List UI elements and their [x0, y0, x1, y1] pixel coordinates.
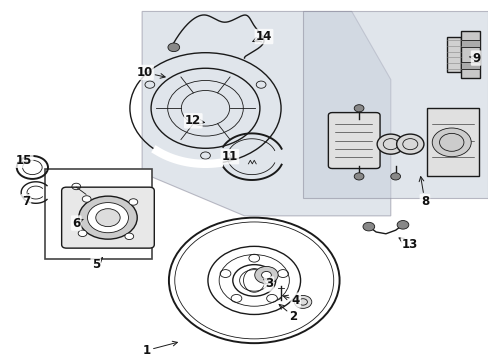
- Circle shape: [167, 43, 179, 51]
- Bar: [461, 62, 479, 69]
- Circle shape: [396, 221, 408, 229]
- Text: 13: 13: [398, 238, 418, 251]
- Circle shape: [129, 199, 138, 205]
- Text: 11: 11: [221, 150, 238, 163]
- Circle shape: [294, 296, 311, 309]
- Text: 4: 4: [283, 294, 299, 307]
- Text: 2: 2: [279, 305, 297, 323]
- FancyBboxPatch shape: [328, 113, 379, 168]
- Text: 10: 10: [136, 66, 165, 79]
- Circle shape: [254, 266, 278, 284]
- Text: 5: 5: [91, 258, 102, 271]
- Text: 12: 12: [185, 114, 204, 127]
- Circle shape: [353, 105, 363, 112]
- FancyBboxPatch shape: [61, 187, 154, 248]
- Text: 7: 7: [22, 193, 30, 208]
- Circle shape: [261, 271, 271, 279]
- Text: 8: 8: [418, 177, 428, 208]
- Text: 6: 6: [72, 216, 83, 230]
- Circle shape: [396, 134, 423, 154]
- Circle shape: [124, 233, 133, 239]
- Circle shape: [82, 196, 91, 202]
- Bar: [461, 31, 479, 78]
- Circle shape: [390, 173, 400, 180]
- Text: 14: 14: [252, 30, 272, 43]
- Bar: [461, 40, 479, 47]
- Circle shape: [362, 222, 374, 231]
- Circle shape: [353, 173, 363, 180]
- Text: 3: 3: [263, 278, 272, 291]
- Circle shape: [431, 128, 470, 157]
- Bar: [44, 169, 152, 259]
- Circle shape: [96, 209, 120, 226]
- Polygon shape: [427, 108, 478, 176]
- Text: 9: 9: [468, 51, 479, 64]
- Circle shape: [87, 203, 128, 233]
- Text: 1: 1: [142, 341, 177, 357]
- Circle shape: [79, 196, 137, 239]
- Circle shape: [78, 230, 87, 237]
- Polygon shape: [303, 12, 488, 198]
- Text: 15: 15: [16, 154, 32, 167]
- Circle shape: [376, 134, 404, 154]
- Polygon shape: [142, 12, 390, 216]
- Bar: [446, 37, 461, 72]
